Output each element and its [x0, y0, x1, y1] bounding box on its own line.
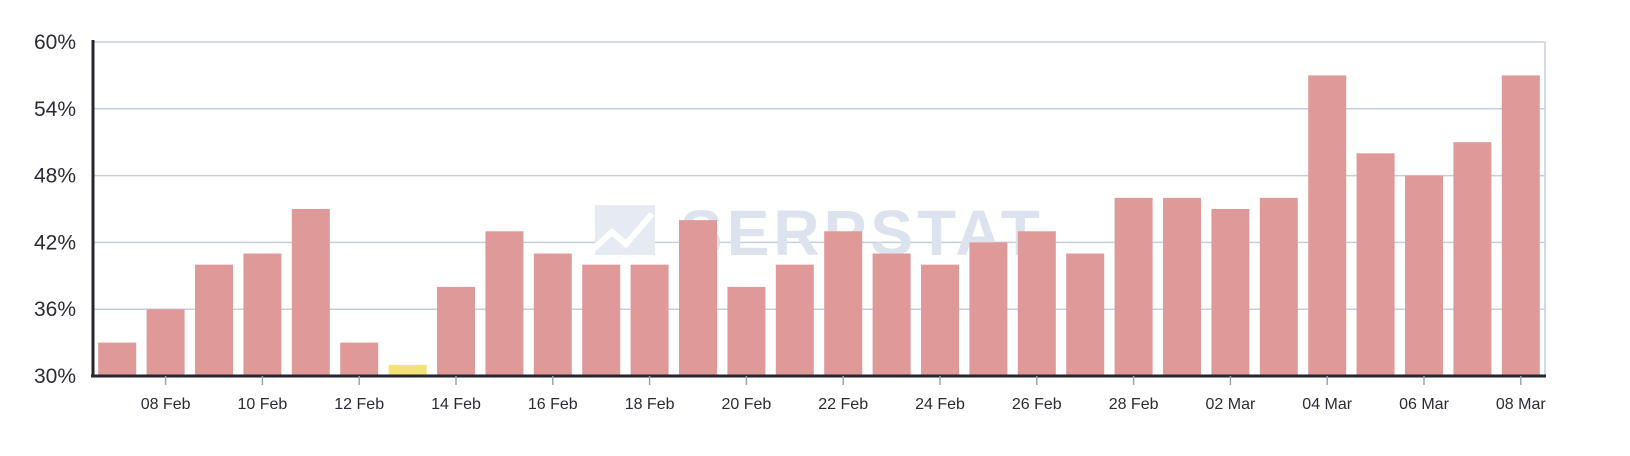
- bars: [98, 75, 1540, 377]
- x-tick-label: 04 Mar: [1302, 396, 1352, 413]
- axes: [91, 40, 1546, 378]
- x-tick-label: 14 Feb: [431, 396, 481, 413]
- bar[interactable]: [533, 253, 572, 376]
- x-tick-label: 08 Mar: [1496, 396, 1546, 413]
- x-tick-label: 06 Mar: [1399, 396, 1449, 413]
- bar[interactable]: [146, 309, 185, 376]
- bar[interactable]: [1163, 197, 1201, 376]
- bar[interactable]: [582, 264, 621, 376]
- bar[interactable]: [775, 264, 814, 376]
- y-tick-label: 48%: [34, 165, 76, 188]
- bar[interactable]: [1501, 75, 1540, 377]
- y-tick-label: 60%: [34, 31, 76, 54]
- bar[interactable]: [340, 342, 379, 376]
- y-tick-label: 30%: [34, 365, 76, 388]
- bar[interactable]: [1066, 253, 1105, 376]
- bar[interactable]: [485, 231, 524, 376]
- y-tick-label: 42%: [34, 231, 76, 254]
- bar[interactable]: [1453, 142, 1492, 376]
- x-tick-label: 26 Feb: [1012, 396, 1062, 413]
- x-tick-label: 24 Feb: [915, 396, 965, 413]
- bar[interactable]: [195, 264, 233, 376]
- bar[interactable]: [1259, 197, 1298, 376]
- bar[interactable]: [824, 231, 863, 376]
- bar[interactable]: [243, 253, 282, 376]
- bar[interactable]: [1405, 175, 1443, 376]
- bar[interactable]: [98, 342, 137, 376]
- y-axis-ticks: 30% 36% 42% 48% 54% 60%: [34, 31, 76, 388]
- x-tick-label: 28 Feb: [1109, 396, 1159, 413]
- bar[interactable]: [1017, 231, 1056, 376]
- bar[interactable]: [1308, 75, 1347, 377]
- x-tick-label: 18 Feb: [625, 396, 675, 413]
- x-tick-label: 22 Feb: [818, 396, 868, 413]
- bar[interactable]: [437, 286, 475, 376]
- bar[interactable]: [1356, 153, 1395, 376]
- serpstat-logo-icon: [587, 205, 655, 255]
- grid-lines: [93, 41, 1546, 376]
- bar[interactable]: [921, 264, 959, 376]
- bar[interactable]: [872, 253, 911, 376]
- bar[interactable]: [727, 286, 766, 376]
- x-tick-label: 16 Feb: [528, 396, 578, 413]
- x-axis-ticks: 08 Feb 10 Feb 12 Feb 14 Feb 16 Feb 18 Feb 20 F…: [141, 376, 1546, 413]
- x-tick-label: 08 Feb: [141, 396, 191, 413]
- bar[interactable]: [291, 209, 330, 376]
- bar[interactable]: [969, 242, 1008, 376]
- bar[interactable]: [388, 364, 427, 376]
- x-tick-label: 20 Feb: [721, 396, 771, 413]
- y-tick-label: 54%: [34, 98, 76, 121]
- y-tick-label: 36%: [34, 298, 76, 321]
- bar[interactable]: [630, 264, 669, 376]
- x-tick-label: 02 Mar: [1206, 396, 1256, 413]
- bar[interactable]: [1211, 209, 1250, 376]
- x-tick-label: 10 Feb: [237, 396, 287, 413]
- bar[interactable]: [1114, 197, 1153, 376]
- bar[interactable]: [679, 220, 717, 376]
- x-tick-label: 12 Feb: [334, 396, 384, 413]
